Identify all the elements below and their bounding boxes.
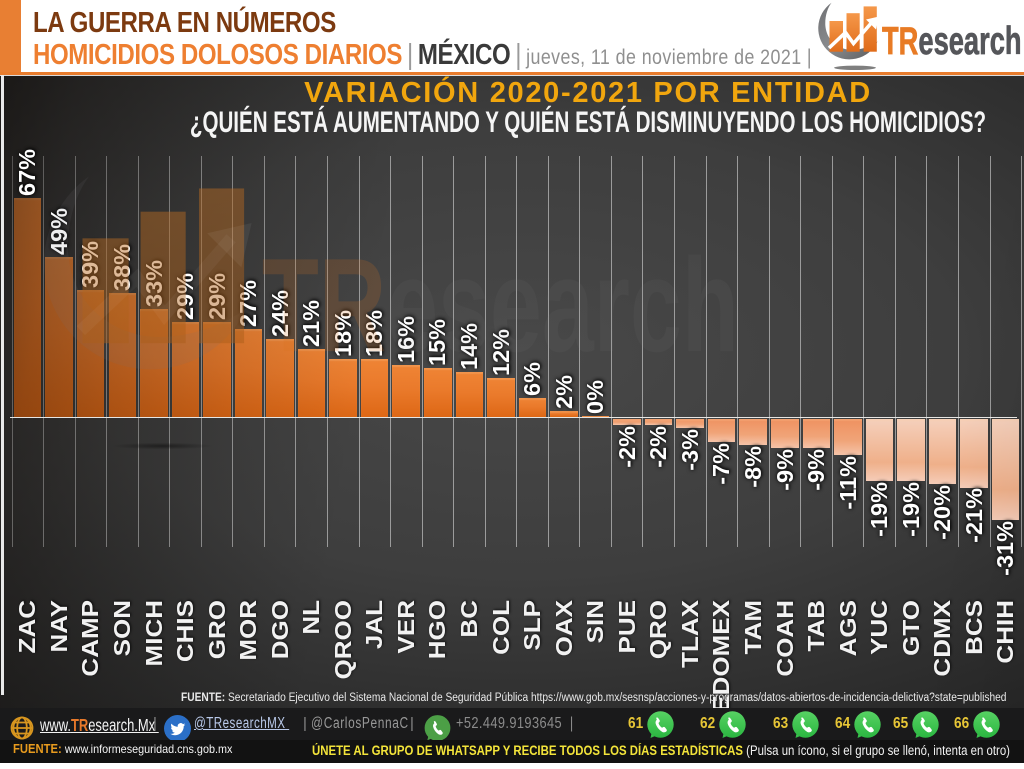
svg-text:TResearch: TResearch xyxy=(882,20,1022,63)
